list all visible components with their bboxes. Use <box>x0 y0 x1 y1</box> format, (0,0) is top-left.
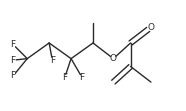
Text: F: F <box>11 71 16 80</box>
Text: F: F <box>11 56 16 65</box>
Text: F: F <box>62 73 67 82</box>
Text: O: O <box>110 54 117 63</box>
Text: F: F <box>11 40 16 49</box>
Text: O: O <box>147 23 154 32</box>
Text: F: F <box>50 56 55 65</box>
Text: F: F <box>79 73 85 82</box>
